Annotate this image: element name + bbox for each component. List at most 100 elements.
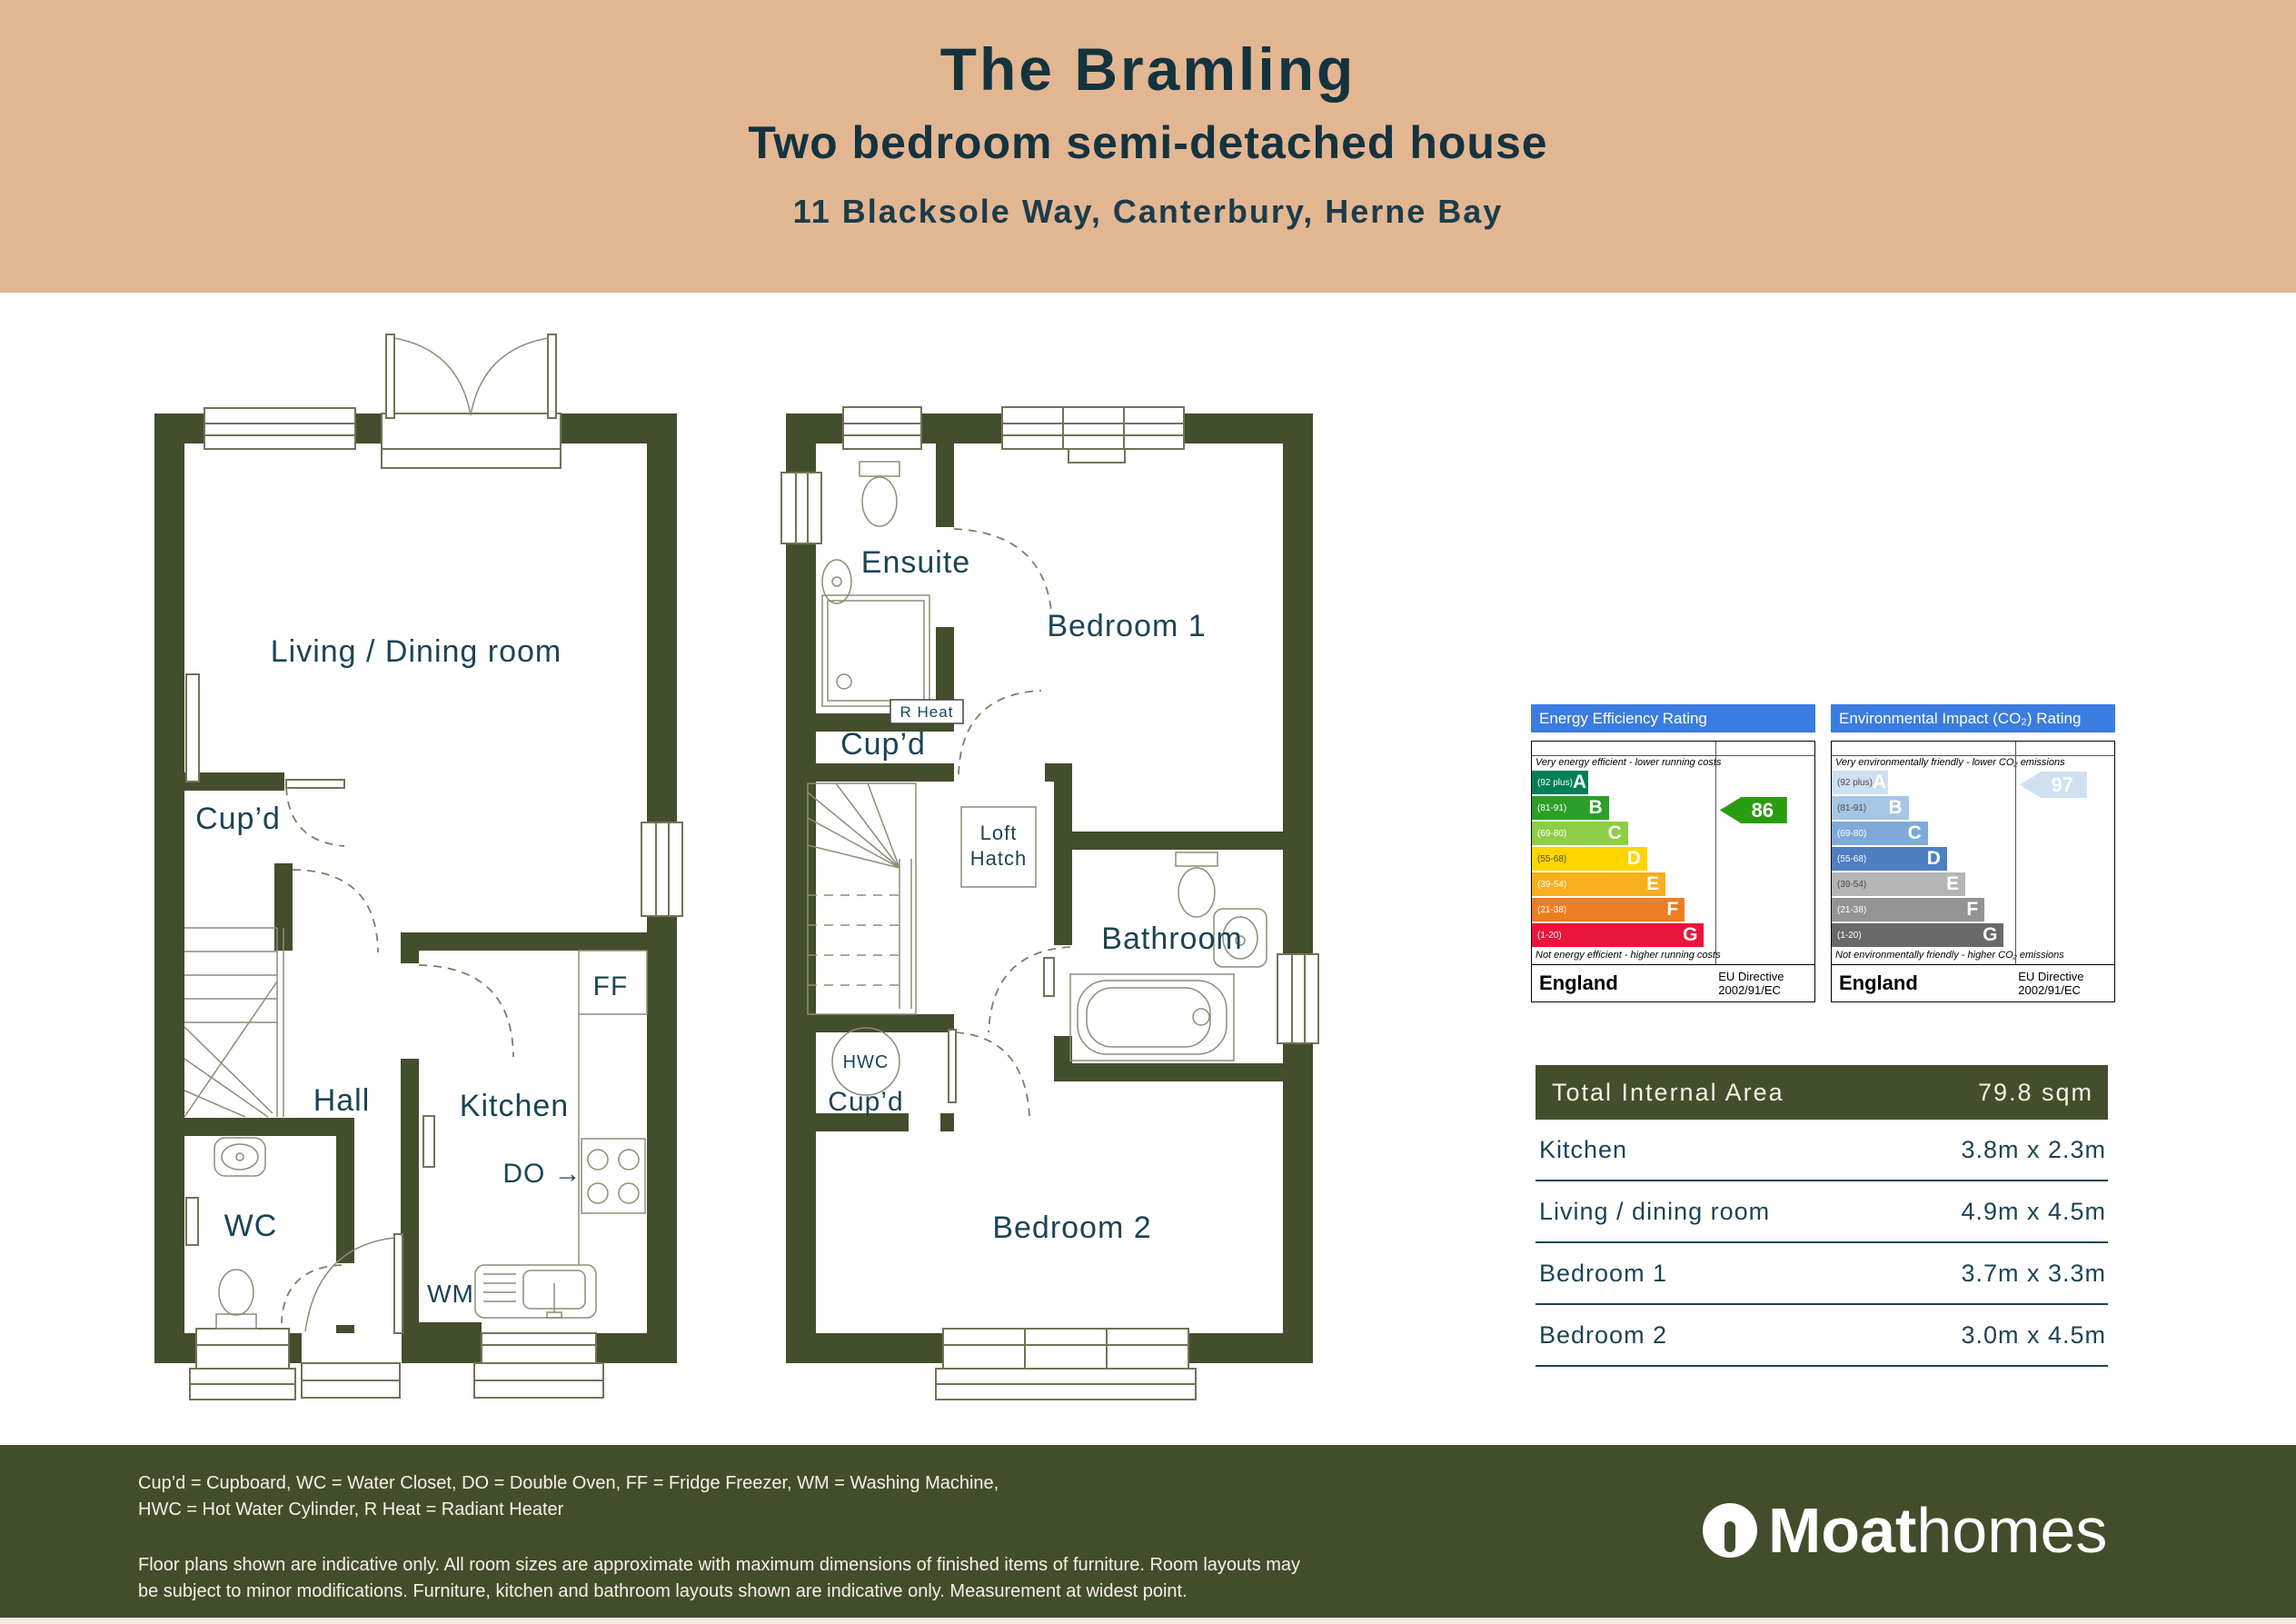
label-loft: Loft xyxy=(980,822,1018,844)
energy-bands: (92 plus) A (81-91) B (69-80) C (55-68) D (3… xyxy=(1532,771,1715,947)
band-letter: F xyxy=(1666,899,1679,920)
table-row: Bedroom 1 3.7m x 3.3m xyxy=(1536,1243,2108,1305)
band-letter: A xyxy=(1572,772,1587,792)
eu-directive-line1: EU Directive xyxy=(2018,970,2084,983)
stairs-icon xyxy=(807,782,917,1015)
window-right xyxy=(641,822,683,917)
bathroom-sink-icon xyxy=(1213,908,1267,968)
band-letter: E xyxy=(1946,873,1960,894)
energy-caption-top: Very energy efficient - lower running co… xyxy=(1536,757,1722,768)
band-range: (81-91) xyxy=(1837,802,1867,813)
radiator-icon xyxy=(1043,957,1055,997)
label-ensuite: Ensuite xyxy=(861,545,970,580)
band-range: (55-68) xyxy=(1837,853,1867,864)
environment-band-d: (55-68) D xyxy=(1832,847,1947,871)
band-letter: A xyxy=(1872,772,1887,792)
label-do: DO → xyxy=(502,1159,581,1189)
energy-band-b: (81-91) B xyxy=(1532,796,1609,820)
band-letter: C xyxy=(1907,822,1922,843)
loft-hatch-box xyxy=(960,806,1037,888)
band-letter: G xyxy=(1683,924,1698,945)
page-title: The Bramling xyxy=(939,35,1357,103)
band-range: (21-38) xyxy=(1837,904,1867,915)
room-dimensions: 3.7m x 3.3m xyxy=(1961,1259,2106,1287)
total-area-value: 79.8 sqm xyxy=(1977,1078,2093,1106)
band-letter: D xyxy=(1926,848,1941,869)
fridge-freezer-icon xyxy=(578,950,648,1015)
environment-band-e: (39-54) E xyxy=(1832,872,1966,896)
eu-directive-line2: 2002/91/EC xyxy=(2018,983,2081,997)
energy-region-label: England xyxy=(1539,971,1618,994)
radiator-icon xyxy=(185,1197,199,1246)
energy-band-d: (55-68) D xyxy=(1532,847,1647,871)
energy-eu-directive: EU Directive 2002/91/EC xyxy=(1718,970,1784,997)
bath-icon xyxy=(1069,973,1235,1061)
window-bathroom-right xyxy=(1277,953,1319,1044)
radiator-icon xyxy=(185,673,200,782)
band-range: (92 plus) xyxy=(1837,777,1873,788)
environment-rating-arrow: 97 xyxy=(2019,772,2087,798)
environment-rating-value: 97 xyxy=(2051,772,2074,796)
wc-sink-icon xyxy=(214,1137,266,1177)
label-living-dining: Living / Dining room xyxy=(271,634,562,669)
environment-caption-bottom: Not environmentally friendly - higher CO… xyxy=(1835,950,2064,961)
band-range: (55-68) xyxy=(1537,853,1567,864)
table-row: Kitchen 3.8m x 2.3m xyxy=(1536,1120,2108,1181)
bottom-edge-strip xyxy=(0,1618,2296,1624)
radiator-icon xyxy=(1068,448,1126,463)
room-label: Living / dining room xyxy=(1539,1197,1771,1225)
ground-door-swings xyxy=(281,779,514,1324)
band-letter: B xyxy=(1588,797,1603,818)
label-kitchen: Kitchen xyxy=(460,1089,569,1123)
band-letter: B xyxy=(1888,797,1903,818)
band-range: (21-38) xyxy=(1537,904,1567,915)
environmental-impact-chart: Environmental Impact (CO₂) Rating Very e… xyxy=(1831,704,2115,1002)
eu-directive-line1: EU Directive xyxy=(1718,970,1784,983)
energy-chart-title: Energy Efficiency Rating xyxy=(1531,704,1815,732)
table-row: Living / dining room 4.9m x 4.5m xyxy=(1536,1181,2108,1243)
band-range: (69-80) xyxy=(1837,828,1867,839)
disclaimer-line2: be subject to minor modifications. Furni… xyxy=(138,1581,1188,1601)
environment-region-label: England xyxy=(1839,971,1918,994)
band-range: (39-54) xyxy=(1537,879,1567,890)
radiator-icon xyxy=(422,1115,435,1168)
room-dimensions: 3.8m x 2.3m xyxy=(1961,1135,2106,1163)
environment-band-a: (92 plus) A xyxy=(1832,771,1889,794)
label-r-heat: R Heat xyxy=(900,703,954,721)
window-ensuite-left xyxy=(780,472,822,544)
label-hwc: HWC xyxy=(843,1052,890,1072)
logo-text-moat: Moat xyxy=(1768,1495,1917,1566)
ensuite-sink-icon xyxy=(821,559,852,604)
band-range: (1-20) xyxy=(1537,930,1562,941)
hob-icon xyxy=(581,1138,646,1214)
r-heat-box xyxy=(890,699,964,724)
window-bedroom1-top xyxy=(1001,406,1185,450)
energy-rating-arrow: 86 xyxy=(1719,797,1787,823)
window-bedroom2-bottom xyxy=(935,1328,1197,1400)
eu-directive-line2: 2002/91/EC xyxy=(1718,983,1781,997)
window-wc xyxy=(189,1328,296,1400)
footer-bar: Cup’d = Cupboard, WC = Water Closet, DO … xyxy=(0,1445,2296,1618)
epc-divider xyxy=(1715,742,1716,964)
environment-band-c: (69-80) C xyxy=(1832,822,1928,845)
band-letter: F xyxy=(1966,899,1979,920)
band-range: (39-54) xyxy=(1837,879,1867,890)
ground-floor-plan: Living / Dining room Cup’d Hall Kitchen … xyxy=(154,334,683,1400)
environment-eu-directive: EU Directive 2002/91/EC xyxy=(2018,970,2083,997)
front-door-icon xyxy=(301,1233,403,1399)
disclaimer-line1: Floor plans shown are indicative only. A… xyxy=(138,1555,1301,1575)
moat-homes-logo: Moat homes xyxy=(1692,1492,2107,1569)
bathroom-toilet-icon xyxy=(1175,852,1218,918)
energy-band-f: (21-38) F xyxy=(1532,898,1685,922)
label-wc: WC xyxy=(224,1209,278,1243)
first-floor-plan: R Heat HWC Cup’d Loft Hatch xyxy=(780,406,1319,1400)
band-range: (81-91) xyxy=(1537,802,1567,813)
window-top-left xyxy=(204,407,356,450)
environment-bands: (92 plus) A (81-91) B (69-80) C (55-68) D (3… xyxy=(1832,771,2015,947)
band-letter: E xyxy=(1646,873,1660,894)
header-banner: The Bramling Two bedroom semi-detached h… xyxy=(0,0,2296,293)
label-ff: FF xyxy=(593,971,629,1001)
shower-icon xyxy=(821,594,930,707)
environment-band-f: (21-38) F xyxy=(1832,898,1985,922)
